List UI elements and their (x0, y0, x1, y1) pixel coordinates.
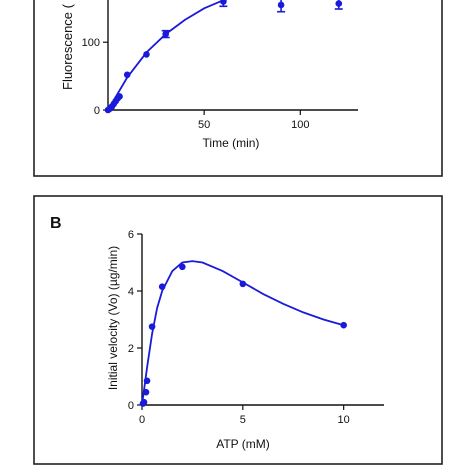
panel-a: Fluorescence ( Time (min) 50 100 0 100 (33, 0, 443, 177)
panel-a-x-axis-label: Time (min) (203, 136, 260, 150)
panel-b-data-point (143, 377, 151, 385)
panel-b-x-tick-label: 10 (338, 414, 350, 426)
panel-a-data-point (143, 51, 150, 58)
panel-b-y-axis-label: Initial velocity (Vo) (µg/min) (106, 246, 120, 390)
panel-b-x-tick-label: 0 (139, 414, 145, 426)
panel-b-y-tick-label: 0 (128, 400, 134, 412)
panel-b-frame (33, 195, 443, 465)
panel-b-y-tick-label: 4 (128, 286, 134, 298)
panel-b-x-tick-label: 5 (240, 414, 246, 426)
panel-b-data-point (142, 388, 150, 396)
panel-a-y-tick-label: 0 (94, 105, 100, 117)
panel-a-fit-curve (107, 0, 228, 111)
panel-b-fit-curve (141, 260, 344, 406)
panel-b-x-axis-label: ATP (mM) (216, 437, 270, 451)
panel-b-data-point (239, 280, 247, 288)
panel-a-data-point (116, 93, 123, 100)
panel-b-data-point (179, 263, 186, 271)
panel-b-data-point (140, 398, 148, 406)
panel-a-data-point (162, 30, 169, 38)
panel-b-data-point (148, 323, 156, 330)
panel-b-y-tick-label: 6 (128, 229, 134, 241)
panel-b: B Initial velocity (Vo) (µg/min) ATP (mM… (33, 195, 443, 465)
panel-a-data-point (335, 0, 343, 7)
panel-b-label: B (50, 215, 62, 232)
panel-a-data-point (123, 71, 131, 79)
panel-b-data-point (158, 283, 166, 291)
panel-b-data-point (340, 321, 347, 329)
panel-a-y-axis-label: Fluorescence ( (60, 3, 75, 90)
panel-a-x-tick-label: 100 (291, 119, 309, 131)
panel-b-y-tick-label: 2 (128, 343, 134, 355)
panel-a-data-point (277, 1, 285, 9)
panel-a-frame (33, 0, 443, 177)
panel-a-data-point (220, 0, 227, 5)
panel-a-x-tick-label: 50 (198, 119, 210, 131)
panel-a-y-tick-label: 100 (82, 37, 100, 49)
